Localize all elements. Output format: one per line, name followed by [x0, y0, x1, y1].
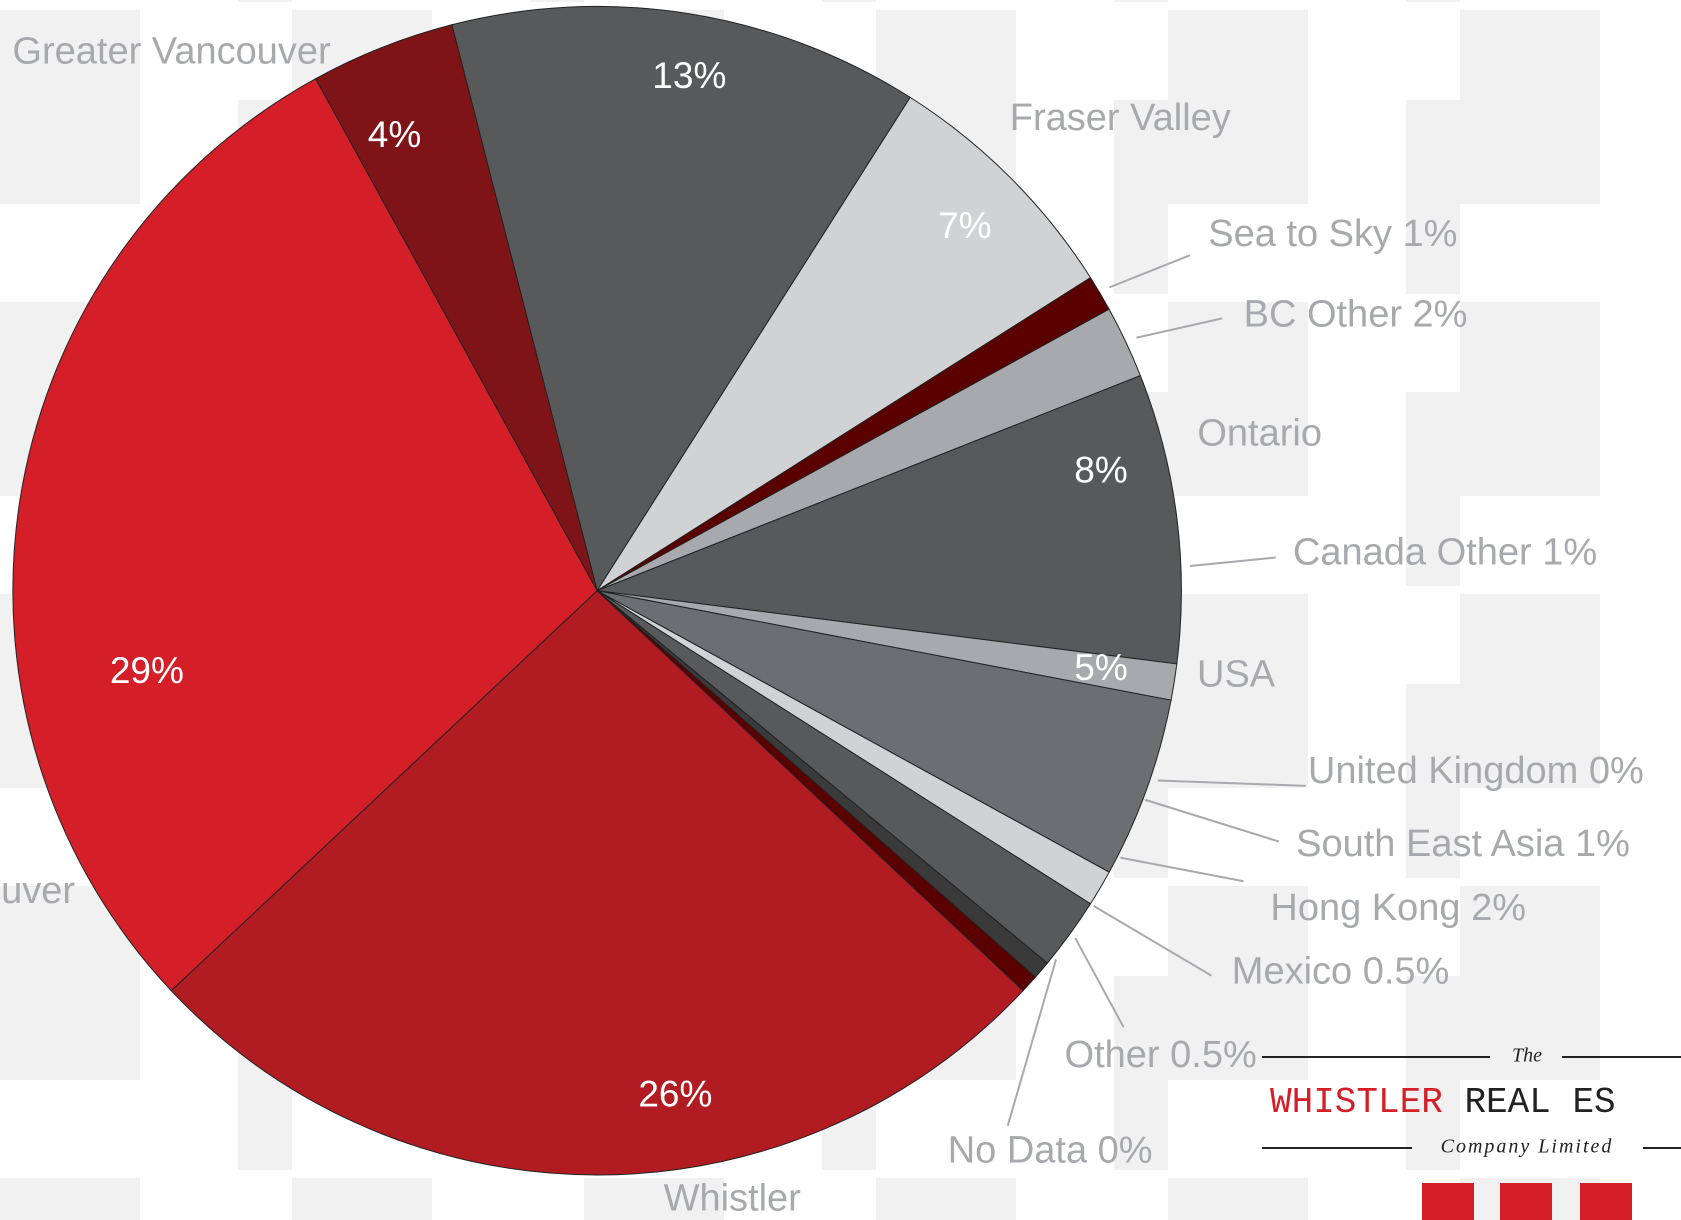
slice-label: United Kingdom 0%	[1308, 750, 1644, 792]
leader-line	[1157, 779, 1306, 787]
logo: The WHISTLER REAL ES Company Limited	[1262, 1045, 1681, 1220]
slice-value-label: 1%	[1542, 531, 1597, 573]
slice-category-label: Ontario	[1197, 412, 1322, 454]
slice-label: South East Asia 1%	[1296, 823, 1630, 865]
pie-slice	[12, 78, 598, 992]
logo-tagline: Company Limited	[1441, 1136, 1614, 1158]
slice-category-label: uver	[1, 870, 75, 912]
slice-value-label: 1%	[1575, 823, 1630, 865]
slice-value-label: 0%	[1098, 1130, 1153, 1172]
slice-category-label: BC Other	[1244, 293, 1403, 335]
slice-label: BC Other 2%	[1244, 293, 1468, 335]
logo-the: The	[1512, 1045, 1542, 1067]
slice-category-label: Sea to Sky	[1208, 213, 1392, 255]
slice-category-label: Mexico	[1232, 950, 1352, 992]
slice-category-label: South East Asia	[1296, 823, 1565, 865]
leader-line	[1120, 856, 1244, 883]
slice-category-label: Greater Vancouver	[12, 31, 331, 73]
slice-value-label: 2%	[1413, 293, 1468, 335]
leader-line	[1092, 905, 1212, 977]
slice-value-label: 4%	[368, 114, 421, 155]
slice-value-label: 5%	[1074, 647, 1127, 688]
slice-label: No Data 0%	[948, 1130, 1153, 1172]
pie-slice	[170, 590, 1024, 1176]
slice-category-label: Whistler	[664, 1178, 802, 1220]
pie-slice	[314, 24, 598, 591]
pie-slice	[596, 374, 1182, 665]
slice-category-label: Fraser Valley	[1010, 97, 1231, 139]
pie-slice	[596, 96, 1092, 592]
leader-line	[1006, 959, 1057, 1126]
leader-line	[1074, 937, 1125, 1028]
slice-label: Sea to Sky 1%	[1208, 213, 1457, 255]
slice-value-label: 0.5%	[1170, 1034, 1257, 1076]
slice-value-label: 8%	[1074, 450, 1127, 491]
slice-label: Canada Other 1%	[1293, 531, 1597, 573]
slice-label: Hong Kong 2%	[1270, 887, 1526, 929]
logo-name-red: WHISTLER	[1270, 1082, 1443, 1123]
slice-category-label: No Data	[948, 1130, 1088, 1172]
pie-slice	[596, 590, 1172, 873]
slice-label: Other 0.5%	[1065, 1034, 1257, 1076]
leader-line	[1109, 254, 1191, 289]
labels: 13% 7% Fraser Valley Sea to Sky 1% BC Other …	[1, 31, 1644, 1220]
slice-category-label: Other	[1065, 1034, 1160, 1076]
slice-value-label: 13%	[652, 55, 726, 96]
slice-category-label: United Kingdom	[1308, 750, 1578, 792]
slice-value-label: 0.5%	[1363, 950, 1450, 992]
slice-value-label: 1%	[1403, 213, 1458, 255]
slice-value-label: 0%	[1589, 750, 1644, 792]
slice-label: Mexico 0.5%	[1232, 950, 1450, 992]
slice-category-label: Hong Kong	[1270, 887, 1460, 929]
slice-value-label: 29%	[110, 650, 184, 691]
slice-value-label: 7%	[938, 205, 991, 246]
leader-line	[1136, 317, 1223, 339]
slice-category-label: USA	[1197, 654, 1276, 696]
leader-line	[1189, 556, 1276, 568]
slice-value-label: 26%	[638, 1074, 712, 1115]
logo-name: WHISTLER REAL ES	[1270, 1082, 1616, 1123]
pie	[12, 5, 1182, 1176]
slice-value-label: 2%	[1471, 887, 1526, 929]
leader-line	[1144, 798, 1280, 843]
slice-category-label: Canada Other	[1293, 531, 1532, 573]
pie-slice	[451, 5, 911, 592]
logo-name-dark: REAL ES	[1464, 1082, 1615, 1123]
